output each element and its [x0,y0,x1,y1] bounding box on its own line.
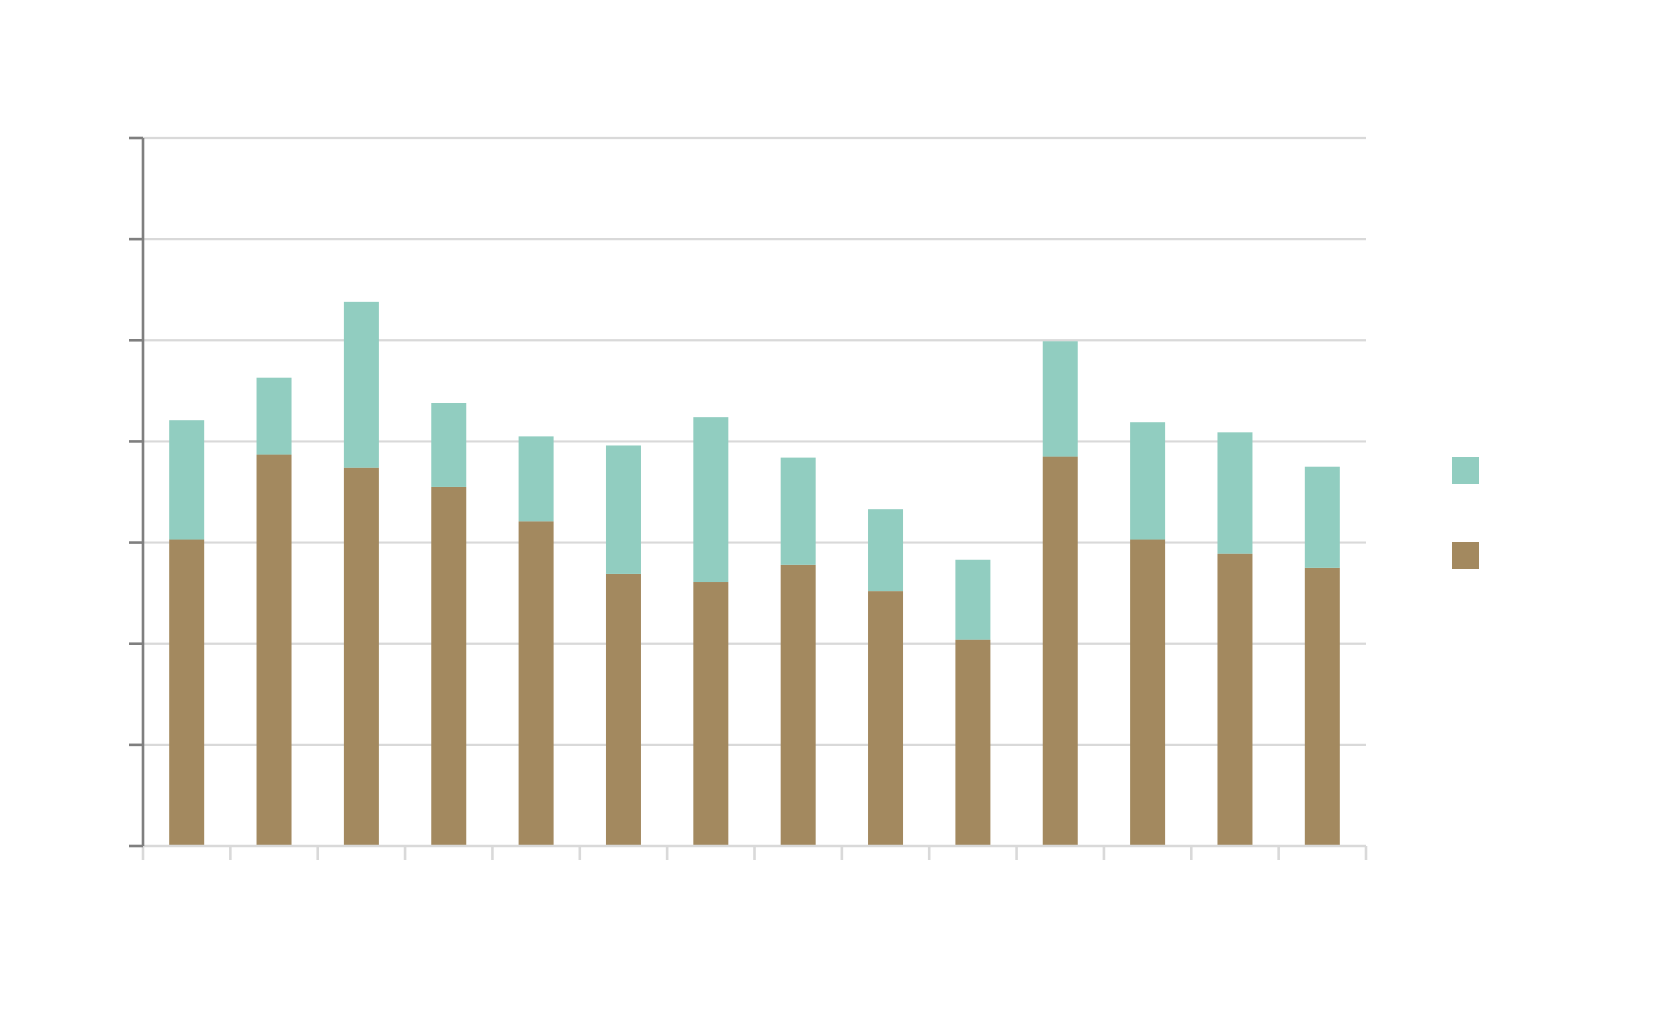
bar-segment-s1-c10 [955,639,991,846]
bar-segment-s1-c12 [1130,539,1166,846]
bar-segment-s2-c3 [343,301,379,468]
bar-segment-s1-c9 [868,591,904,846]
legend-swatch-1 [1452,457,1479,484]
legend [1452,457,1479,569]
axes [129,136,1368,860]
bar-segment-s1-c5 [518,521,554,846]
bars [169,301,1340,846]
bar-segment-s1-c14 [1304,567,1340,846]
bar-segment-s2-c9 [868,509,904,592]
bar-segment-s2-c14 [1304,466,1340,568]
bar-segment-s2-c11 [1042,341,1078,457]
bar-segment-s1-c11 [1042,456,1078,846]
bar-segment-s1-c6 [605,573,641,846]
bar-segment-s1-c2 [256,454,292,846]
legend-swatch-2 [1452,542,1479,569]
bar-segment-s1-c8 [780,564,816,846]
bar-segment-s2-c6 [605,445,641,574]
bar-segment-s2-c13 [1217,432,1253,554]
bar-segment-s2-c4 [431,402,467,487]
bar-segment-s1-c7 [693,582,729,846]
bar-segment-s2-c5 [518,436,554,522]
bar-segment-s2-c2 [256,377,292,455]
bar-segment-s1-c13 [1217,553,1253,846]
bar-segment-s1-c4 [431,486,467,846]
bar-segment-s1-c3 [343,467,379,846]
bar-segment-s2-c8 [780,457,816,565]
bar-segment-s2-c1 [169,420,205,540]
bar-segment-s1-c1 [169,539,205,846]
gridlines [143,136,1366,746]
bar-segment-s2-c12 [1130,422,1166,540]
bar-segment-s2-c7 [693,417,729,583]
bar-segment-s2-c10 [955,559,991,640]
